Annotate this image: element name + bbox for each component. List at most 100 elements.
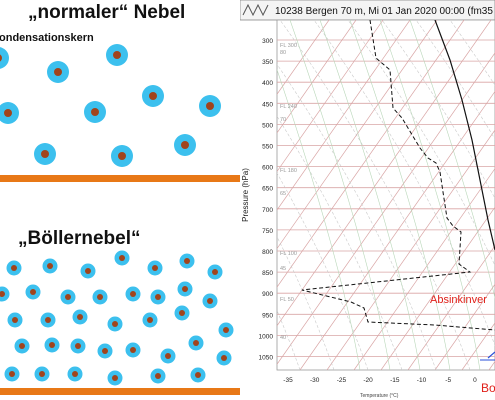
pressure-tick-label: 550: [262, 144, 273, 151]
height-label: 45: [280, 266, 286, 272]
fog-droplet: [142, 85, 164, 107]
normal-fog-droplets: [0, 44, 221, 167]
temperature-profile-line: [434, 20, 495, 251]
temperature-tick-label: -10: [417, 377, 427, 384]
fog-droplet: [202, 293, 218, 309]
boller-fog-droplets: [0, 250, 234, 386]
fog-droplet: [72, 309, 88, 325]
temperature-tick-label: 0: [473, 377, 477, 384]
fog-droplet: [14, 338, 30, 354]
fog-droplet: [97, 343, 113, 359]
fog-droplet: [190, 367, 206, 383]
isotherm-line: [277, 20, 411, 211]
dry-adiabat: [279, 20, 471, 370]
fog-droplet: [150, 289, 166, 305]
pressure-tick-label: 1050: [259, 355, 274, 362]
condensation-nucleus-label: ondensationskern: [0, 32, 94, 44]
fog-droplet: [42, 258, 58, 274]
bottom-annotation: Bo: [481, 381, 495, 395]
sounding-canvas: 10238 Bergen 70 m, Mi 01 Jan 2020 00:00 …: [240, 0, 495, 399]
wind-logo-icon: [242, 3, 269, 17]
fog-droplet: [34, 143, 56, 165]
isotherm-line: [299, 90, 495, 370]
fog-droplet: [114, 250, 130, 266]
boller-fog-title: „Böllernebel“: [18, 228, 141, 249]
temperature-tick-label: -5: [445, 377, 451, 384]
isotherm-line: [277, 20, 492, 327]
height-label: 40: [280, 335, 286, 341]
fog-droplet: [111, 145, 133, 167]
y-axis-label: Pressure (hPa): [241, 168, 250, 222]
temperature-ticks: -35-30-25-20-15-10-505: [283, 377, 477, 384]
pressure-ticks: 300 350 400 450 500 550 600 650 700 750 800 850 900 9…: [259, 38, 274, 362]
fog-droplet: [179, 253, 195, 269]
flight-level-labels: FL 300 FL 240 FL 180 FL 100 FL 50 80 70 65 45 40: [280, 43, 297, 341]
ground-strip-top: [0, 175, 240, 182]
fog-droplet: [216, 350, 232, 366]
fog-droplet: [174, 134, 196, 156]
fog-droplet: [125, 286, 141, 302]
temperature-tick-label: -35: [283, 377, 293, 384]
pressure-tick-label: 500: [262, 122, 273, 129]
height-label: 65: [280, 191, 286, 197]
dry-adiabat: [347, 20, 495, 267]
x-axis-label: Temperature (°C): [360, 393, 399, 399]
flight-level-label: FL 100: [280, 251, 297, 257]
flight-level-label: FL 300: [280, 43, 297, 49]
fog-droplet: [199, 95, 221, 117]
profile-layer: [301, 20, 495, 361]
isotherm-line: [277, 20, 465, 288]
ground-strip-bottom: [0, 388, 240, 395]
fog-droplet: [84, 101, 106, 123]
dry-adiabat: [415, 20, 495, 140]
pressure-tick-label: 400: [262, 80, 273, 87]
flight-level-label: FL 50: [280, 297, 294, 303]
fog-droplet: [70, 338, 86, 354]
isotherm-line: [277, 20, 330, 95]
fog-droplet: [207, 264, 223, 280]
dry-adiabat: [313, 20, 495, 347]
fog-droplet: [34, 366, 50, 382]
fog-droplet: [60, 289, 76, 305]
isotherm-line: [277, 52, 495, 365]
dry-adiabat: [381, 20, 495, 200]
fog-droplet: [0, 47, 9, 69]
fog-droplet: [218, 322, 234, 338]
height-label: 80: [280, 50, 286, 56]
pressure-tick-label: 700: [262, 207, 273, 214]
pressure-tick-label: 450: [262, 101, 273, 108]
fog-schematic: „normaler“ Nebel ondensationskern „Bölle…: [0, 0, 240, 400]
fog-droplet: [174, 305, 190, 321]
inversion-annotation: Absinkinver: [430, 294, 487, 306]
fog-droplet: [25, 284, 41, 300]
fog-droplet: [40, 312, 56, 328]
pressure-tick-label: 650: [262, 186, 273, 193]
flight-level-label: FL 180: [280, 168, 297, 174]
isotherm-line: [277, 20, 384, 173]
pressure-tick-label: 750: [262, 228, 273, 235]
fog-droplet: [106, 44, 128, 66]
pressure-tick-label: 350: [262, 59, 273, 66]
surface-wind-marker: [487, 351, 495, 359]
droplet-canvas: [0, 44, 240, 395]
moist-adiabat: [319, 20, 421, 370]
dry-adiabat: [277, 63, 437, 370]
fog-droplet: [80, 263, 96, 279]
isotherm-line: [407, 245, 495, 370]
moist-adiabat: [379, 20, 481, 370]
fog-droplet: [177, 281, 193, 297]
moist-adiabat: [349, 20, 451, 370]
skew-t-sounding: 10238 Bergen 70 m, Mi 01 Jan 2020 00:00 …: [240, 0, 495, 400]
fog-droplet: [67, 366, 83, 382]
isotherm-line: [277, 20, 357, 134]
fog-droplet: [4, 366, 20, 382]
pressure-tick-label: 1000: [259, 333, 274, 340]
fog-droplet: [147, 260, 163, 276]
dewpoint-profile-line: [301, 20, 495, 331]
isotherm-line: [277, 20, 438, 250]
pressure-tick-label: 850: [262, 270, 273, 277]
fog-droplet: [0, 286, 10, 302]
isotherm-line: [434, 283, 495, 370]
pressure-tick-label: 600: [262, 165, 273, 172]
fog-droplet: [0, 102, 19, 124]
